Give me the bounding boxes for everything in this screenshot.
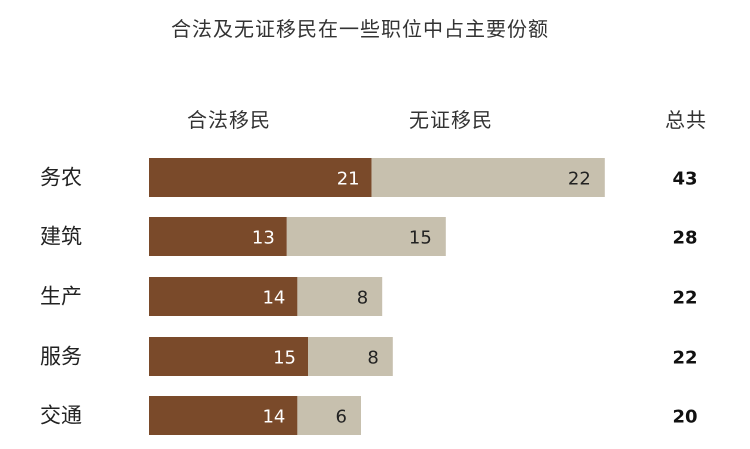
bar-undocumented-immigrants [371,158,605,197]
bar-undocumented-immigrants [297,396,361,435]
bar-undocumented-immigrants [308,337,393,376]
data-label-legal: 15 [273,348,296,369]
data-label-legal: 21 [337,169,360,190]
category-label: 务农 [40,166,82,190]
data-label-legal: 14 [262,288,285,309]
legend-undocumented-immigrants: 无证移民 [409,108,493,132]
category-label: 交通 [40,404,82,428]
data-label-undocumented: 15 [409,228,432,249]
totals-header: 总共 [665,108,707,132]
bar-legal-immigrants [149,158,372,197]
bar-undocumented-immigrants [286,217,446,256]
bar-undocumented-immigrants [297,277,383,316]
total-value: 22 [672,288,697,309]
total-value: 22 [672,348,697,369]
data-label-undocumented: 6 [336,407,347,428]
category-label: 服务 [40,345,82,369]
bar-legal-immigrants [149,396,298,435]
total-value: 28 [672,228,697,249]
total-value: 43 [672,169,697,190]
category-label: 建筑 [40,225,82,249]
chart-title: 合法及无证移民在一些职位中占主要份额 [171,17,549,41]
legend-legal-immigrants: 合法移民 [187,108,271,132]
category-label: 生产 [40,285,82,309]
total-value: 20 [672,407,697,428]
data-label-undocumented: 22 [568,169,591,190]
data-label-undocumented: 8 [367,348,378,369]
data-label-legal: 14 [262,407,285,428]
data-label-legal: 13 [252,228,275,249]
bar-legal-immigrants [149,217,287,256]
bar-legal-immigrants [149,337,308,376]
data-label-undocumented: 8 [357,288,368,309]
bar-legal-immigrants [149,277,298,316]
